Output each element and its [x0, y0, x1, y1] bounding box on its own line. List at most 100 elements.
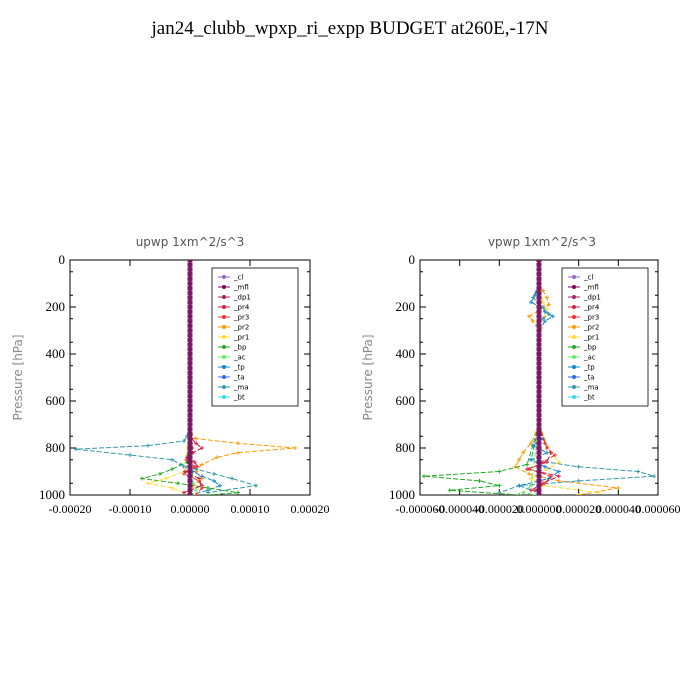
x-tick-label: -0.000040	[435, 502, 484, 516]
legend-marker	[222, 305, 226, 309]
profile-marker	[187, 446, 193, 450]
data-point	[170, 467, 174, 472]
data-point	[146, 481, 150, 486]
legend-label: _ma	[233, 384, 249, 392]
main-title: jan24_clubb_wpxp_ri_expp BUDGET at260E,-…	[151, 18, 549, 39]
profile-marker	[536, 260, 542, 262]
series-line-_ma	[75, 424, 257, 494]
legend-label: _mfl	[233, 284, 249, 292]
series-line-_ma	[499, 424, 655, 494]
profile-marker	[536, 323, 542, 328]
series-group	[74, 260, 297, 495]
legend-marker	[572, 385, 576, 389]
data-point	[192, 464, 197, 469]
profile-marker	[536, 394, 542, 399]
legend-marker	[572, 395, 576, 399]
data-point	[540, 305, 545, 309]
x-tick-label: 0.000040	[596, 502, 641, 516]
data-point	[182, 471, 186, 476]
profile-marker	[536, 262, 542, 267]
data-point	[230, 476, 234, 481]
data-point	[540, 288, 545, 293]
profile-marker	[536, 276, 542, 281]
data-point	[529, 483, 534, 488]
y-tick-label: 0	[59, 252, 66, 267]
data-point	[194, 493, 198, 495]
x-tick-label: 0.000020	[556, 502, 601, 516]
data-point	[540, 300, 545, 305]
legend-marker	[222, 345, 226, 349]
profile-marker	[536, 319, 542, 324]
profile-marker	[536, 384, 542, 389]
profile-marker	[536, 267, 542, 272]
profile-marker	[536, 417, 542, 422]
profile-marker	[187, 413, 193, 418]
legend-marker	[222, 315, 226, 319]
data-point	[531, 443, 536, 448]
data-point	[542, 481, 547, 486]
legend-label: _tp	[583, 364, 595, 372]
series-line-_pr2	[189, 424, 296, 493]
data-point	[497, 469, 502, 474]
profile-marker	[536, 460, 542, 465]
profile-marker	[187, 436, 193, 441]
data-point	[182, 438, 186, 443]
data-point	[550, 314, 555, 319]
data-point	[200, 446, 204, 450]
legend-marker	[572, 315, 576, 319]
legend-marker	[572, 305, 576, 309]
data-point	[540, 316, 545, 321]
legend-label: _ac	[233, 354, 246, 362]
legend: _cl _mfl _dp1 _pr4 _pr3 _pr2 _pr1 _bp _ac _tp _ta _…	[561, 267, 649, 407]
profile-marker	[187, 262, 193, 267]
profile-marker	[536, 422, 542, 427]
profile-marker	[187, 469, 193, 474]
profile-marker	[187, 375, 193, 380]
data-point	[525, 462, 530, 467]
y-axis-label: Pressure [hPa]	[361, 334, 375, 420]
legend-marker	[572, 355, 576, 359]
x-tick-label: -0.000060	[396, 502, 445, 516]
data-point	[542, 309, 547, 314]
data-point	[529, 476, 534, 481]
profile-marker	[536, 436, 542, 441]
profile-marker	[187, 380, 193, 385]
data-point	[576, 478, 581, 483]
profile-marker	[536, 403, 542, 408]
profile-marker	[187, 366, 193, 371]
profile-marker	[187, 309, 193, 314]
profile-marker	[187, 319, 193, 324]
data-point	[164, 476, 168, 481]
profile-marker	[187, 300, 193, 305]
legend-label: _pr4	[583, 304, 600, 312]
x-tick-label: -0.00020	[49, 502, 92, 516]
data-point	[194, 441, 198, 446]
series-line-_ac	[522, 424, 540, 495]
profile-marker	[187, 493, 193, 495]
profile-marker	[187, 337, 193, 342]
legend-label: _cl	[233, 274, 243, 282]
legend-marker	[572, 365, 576, 369]
profile-marker	[187, 384, 193, 389]
data-point	[477, 478, 482, 483]
data-point	[206, 485, 210, 490]
profile-marker	[536, 474, 542, 479]
legend-label: _pr1	[583, 334, 599, 342]
profile-marker	[536, 455, 542, 460]
data-point	[544, 446, 549, 450]
data-point	[128, 453, 132, 458]
data-point	[215, 455, 219, 460]
data-point	[636, 469, 641, 474]
data-point	[293, 446, 297, 450]
legend-label: _ta	[583, 374, 595, 382]
legend: _cl _mfl _dp1 _pr4 _pr3 _pr2 _pr1 _bp _ac _tp _ta _…	[211, 267, 299, 407]
data-point	[74, 447, 78, 452]
profile-markers	[187, 260, 193, 495]
profile-marker	[187, 333, 193, 338]
profile-markers	[536, 260, 542, 495]
profile-marker	[187, 478, 193, 483]
data-point	[544, 460, 549, 465]
data-point	[517, 493, 522, 495]
legend-marker	[222, 275, 226, 279]
x-tick-label: -0.00010	[109, 502, 152, 516]
